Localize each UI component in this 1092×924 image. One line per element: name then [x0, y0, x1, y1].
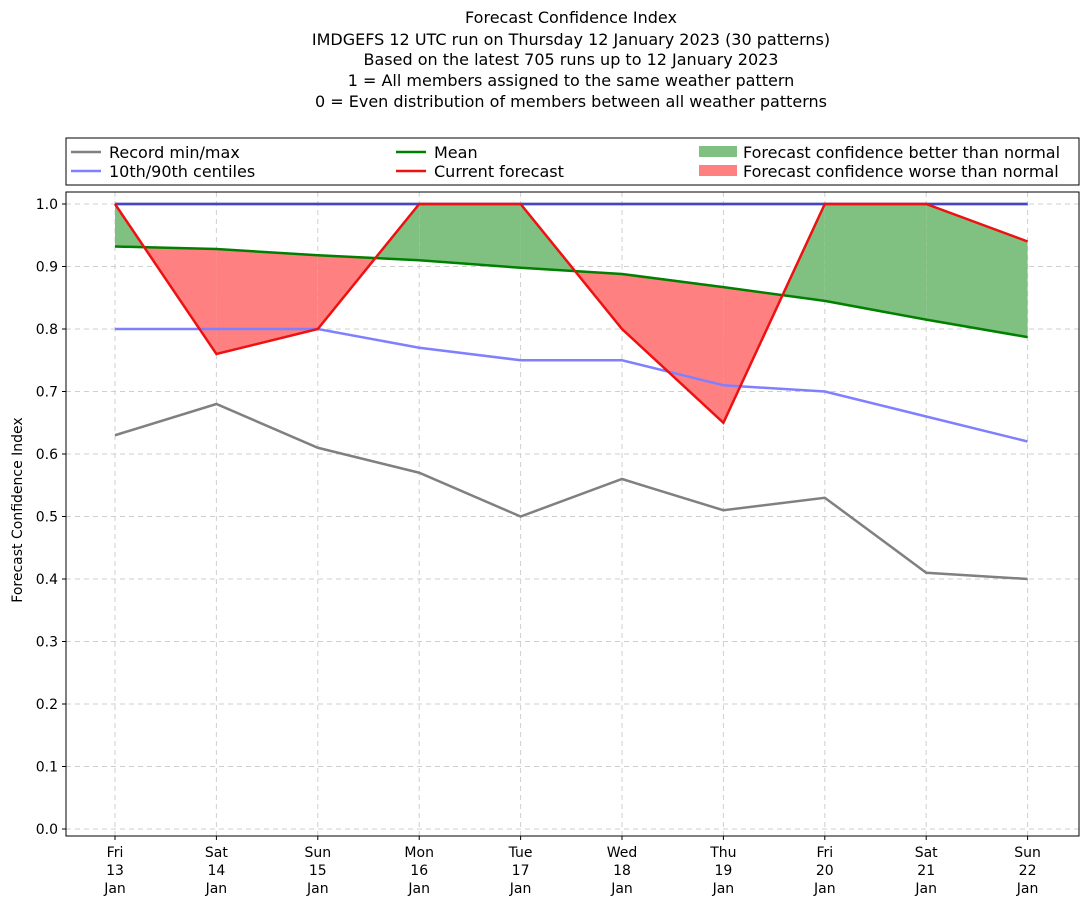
- x-tick-label: Sat: [915, 845, 938, 861]
- series-lines: [113, 202, 1029, 581]
- x-tick-label: Fri: [816, 845, 833, 861]
- title-line-4: 1 = All members assigned to the same wea…: [348, 71, 795, 90]
- x-tick-label: 13: [106, 863, 124, 879]
- series-mean-line: [114, 245, 1028, 339]
- series-current-forecast-line: [113, 202, 1029, 425]
- x-tick-label: 16: [410, 863, 428, 879]
- fill-better-than-normal: [824, 204, 927, 320]
- x-tick-label: Wed: [607, 845, 638, 861]
- fill-better-than-normal: [926, 204, 1028, 338]
- x-tick-label: Jan: [103, 881, 126, 897]
- fill-better-than-normal: [419, 204, 521, 268]
- y-tick-label: 0.3: [36, 635, 58, 651]
- x-tick-label: Sun: [304, 845, 331, 861]
- y-tick-label: 0.0: [36, 822, 58, 838]
- series-record-min-line: [114, 402, 1028, 581]
- series-10th-centile-line: [115, 327, 1028, 443]
- x-tick-label: 22: [1019, 863, 1037, 879]
- x-tick-label: Jan: [306, 881, 329, 897]
- x-tick-label: Jan: [407, 881, 430, 897]
- x-tick-label: Sat: [205, 845, 228, 861]
- chart-title: Forecast Confidence Index IMDGEFS 12 UTC…: [312, 8, 830, 111]
- x-tick-label: 21: [917, 863, 935, 879]
- x-tick-label: Fri: [107, 845, 124, 861]
- y-axis-label: Forecast Confidence Index: [10, 417, 26, 602]
- y-tick-label: 0.4: [36, 572, 58, 588]
- x-tick-label: Jan: [813, 881, 836, 897]
- x-tick-label: 20: [816, 863, 834, 879]
- legend: Record min/max 10th/90th centiles Mean C…: [65, 137, 1080, 186]
- x-tick-label: 15: [309, 863, 327, 879]
- y-tick-label: 0.5: [36, 510, 58, 526]
- title-line-3: Based on the latest 705 runs up to 12 Ja…: [364, 50, 779, 69]
- x-tick-label: Mon: [404, 845, 434, 861]
- legend-label-current: Current forecast: [434, 162, 564, 181]
- x-tick-label: Jan: [712, 881, 735, 897]
- x-tick-label: 17: [512, 863, 530, 879]
- legend-box: [65, 137, 1080, 186]
- y-tick-label: 0.8: [36, 322, 58, 338]
- title-line-2: IMDGEFS 12 UTC run on Thursday 12 Januar…: [312, 30, 830, 49]
- legend-swatch-better: [699, 146, 737, 157]
- legend-label-mean: Mean: [434, 143, 478, 162]
- x-tick-label: Jan: [509, 881, 532, 897]
- x-tick-label: Sun: [1014, 845, 1041, 861]
- y-tick-label: 0.2: [36, 697, 58, 713]
- axes: 0.0 0.1 0.2 0.3 0.4 0.5 0.6 0.7 0.8 0.9 1.0 Fri 13 Ja…: [10, 191, 1080, 897]
- y-tick-label: 0.9: [36, 260, 58, 276]
- y-tick-label: 0.6: [36, 447, 58, 463]
- x-tick-label: 19: [714, 863, 732, 879]
- legend-swatch-worse: [699, 165, 737, 176]
- legend-label-worse: Forecast confidence worse than normal: [743, 162, 1059, 181]
- x-tick-label: 18: [613, 863, 631, 879]
- title-line-5: 0 = Even distribution of members between…: [315, 92, 827, 111]
- legend-label-better: Forecast confidence better than normal: [743, 143, 1060, 162]
- legend-label-record: Record min/max: [109, 143, 240, 162]
- x-tick-label: Jan: [205, 881, 228, 897]
- fill-worse-than-normal: [216, 249, 318, 354]
- title-line-1: Forecast Confidence Index: [465, 8, 677, 27]
- fill-worse-than-normal: [622, 274, 724, 423]
- y-tick-label: 1.0: [36, 197, 58, 213]
- y-tick-label: 0.7: [36, 385, 58, 401]
- x-tick-label: Tue: [508, 845, 533, 861]
- x-tick-label: Thu: [709, 845, 736, 861]
- legend-label-centiles: 10th/90th centiles: [109, 162, 255, 181]
- x-tick-label: Jan: [914, 881, 937, 897]
- y-tick-label: 0.1: [36, 760, 58, 776]
- x-tick-label: 14: [207, 863, 225, 879]
- x-tick-label: Jan: [610, 881, 633, 897]
- x-tick-label: Jan: [1016, 881, 1039, 897]
- plot-frame: [65, 191, 1080, 837]
